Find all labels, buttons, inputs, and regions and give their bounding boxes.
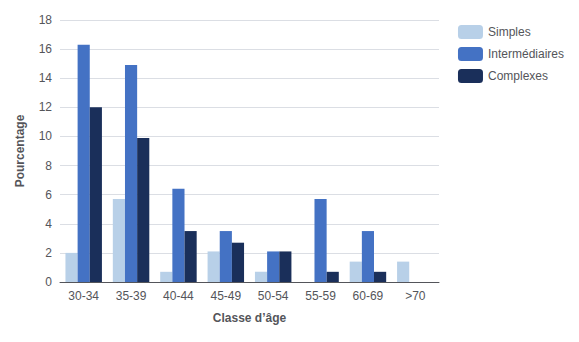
svg-text:6: 6 [45,188,52,202]
svg-text:Intermédiaires: Intermédiaires [488,47,564,61]
svg-text:18: 18 [39,13,53,27]
svg-text:45-49: 45-49 [210,289,241,303]
svg-text:Simples: Simples [488,25,531,39]
svg-text:55-59: 55-59 [305,289,336,303]
svg-text:10: 10 [39,129,53,143]
svg-text:35-39: 35-39 [116,289,147,303]
svg-text:40-44: 40-44 [163,289,194,303]
svg-text:Pourcentage: Pourcentage [13,114,27,187]
svg-text:Complexes: Complexes [488,69,548,83]
svg-text:2: 2 [45,246,52,260]
svg-text:60-69: 60-69 [353,289,384,303]
svg-text:12: 12 [39,100,53,114]
svg-text:30-34: 30-34 [68,289,99,303]
svg-text:4: 4 [45,217,52,231]
svg-text:>70: >70 [405,289,426,303]
svg-text:8: 8 [45,159,52,173]
svg-text:50-54: 50-54 [258,289,289,303]
svg-text:16: 16 [39,42,53,56]
svg-text:Classe d’âge: Classe d’âge [213,311,287,325]
svg-text:0: 0 [45,275,52,289]
svg-text:14: 14 [39,71,53,85]
